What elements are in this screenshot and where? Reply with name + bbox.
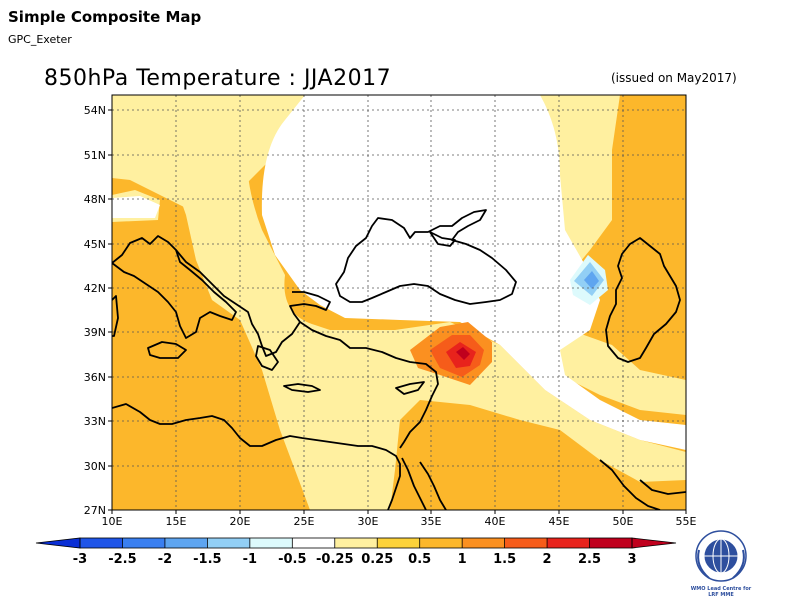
colorbar-arrow-left (35, 537, 81, 549)
lat-label: 45N (84, 238, 106, 251)
persian-gulf-east (639, 479, 686, 495)
lat-label: 36N (84, 371, 106, 384)
lat-label: 51N (84, 149, 106, 162)
map-title: 850hPa Temperature : JJA2017 (44, 66, 392, 91)
colorbar: -3 -2.5 -2 -1.5 -1 -0.5 -0.25 0.25 0.5 1 1.5 2 2.5 3 (35, 537, 677, 567)
caspian-coast (605, 237, 681, 363)
crete (283, 383, 321, 393)
italy-coast (112, 235, 237, 339)
turkey-levant-coast (299, 321, 439, 449)
anomaly-field (112, 95, 686, 510)
logo-line-2: LRF MME (708, 592, 734, 598)
colorbar-label: 1 (458, 552, 467, 567)
colorbar-segment (504, 538, 548, 548)
lat-label: 33N (84, 415, 106, 428)
sicily (147, 341, 187, 359)
colorbar-label: -2.5 (108, 552, 136, 567)
colorbar-label: 1.5 (493, 552, 516, 567)
lon-label: 55E (676, 515, 697, 528)
field-hotspot-3 (456, 347, 470, 360)
colorbar-label: 0.25 (361, 552, 393, 567)
colorbar-segment (122, 538, 165, 548)
persian-gulf-coast (599, 459, 661, 510)
colorbar-segment (164, 538, 208, 548)
lat-label: 48N (84, 193, 106, 206)
sardinia (112, 295, 119, 337)
colorbar-segment (462, 538, 505, 548)
field-coldspot-1.5 (584, 271, 599, 289)
colorbar-segment (207, 538, 250, 548)
lat-label: 42N (84, 282, 106, 295)
lat-label: 27N (84, 504, 106, 517)
colorbar-segment (80, 538, 123, 548)
field-band-neutral (261, 95, 686, 450)
lat-labels: 54N 51N 48N 45N 42N 39N 36N 33N 30N 27N (84, 104, 106, 517)
cyprus (395, 381, 425, 395)
lat-label: 30N (84, 460, 106, 473)
colorbar-label: -1 (243, 552, 257, 567)
lon-label: 20E (230, 515, 251, 528)
page-subtitle: GPC_Exeter (8, 33, 72, 46)
colorbar-segment (334, 538, 378, 548)
map-frame (111, 94, 687, 511)
lon-label: 50E (613, 515, 634, 528)
colorbar-label: -0.25 (316, 552, 353, 567)
lon-label: 45E (549, 515, 570, 528)
colorbar-segment (292, 538, 335, 548)
colorbar-segment (419, 538, 463, 548)
issued-date: (issued on May2017) (611, 71, 737, 85)
lon-label: 15E (166, 515, 187, 528)
field-band-0.5-1-east (605, 95, 686, 380)
colorbar-segment (249, 538, 293, 548)
lat-label: 54N (84, 104, 106, 117)
colorbar-label: 0.5 (408, 552, 431, 567)
black-sea-coast (335, 209, 517, 305)
coastlines (112, 209, 686, 510)
peloponnese (255, 345, 279, 371)
colorbar-label: 3 (627, 552, 636, 567)
lon-label: 10E (102, 515, 123, 528)
colorbar-segment (589, 538, 632, 548)
colorbar-label: 2 (543, 552, 552, 567)
colorbar-arrow-right (631, 537, 677, 549)
north-africa-coast (112, 403, 401, 510)
colorbar-label: -1.5 (193, 552, 221, 567)
field-band-0.25-0.5 (140, 95, 686, 510)
lon-labels: 10E 15E 20E 25E 30E 35E 40E 45E 50E 55E (102, 515, 697, 528)
lon-label: 30E (358, 515, 379, 528)
colorbar-label: 2.5 (578, 552, 601, 567)
crimea (429, 231, 456, 247)
logo-line-1: WMO Lead Centre for (691, 586, 752, 592)
axis-ticks (108, 109, 687, 514)
lon-label: 35E (421, 515, 442, 528)
gridlines (112, 95, 686, 510)
colorbar-label: -0.5 (278, 552, 306, 567)
red-sea-coast (401, 457, 427, 510)
balkans-coast (175, 249, 331, 357)
field-band-neutral-west (112, 196, 160, 218)
sinai-coast (419, 461, 447, 510)
lon-label: 40E (485, 515, 506, 528)
colorbar-label: -3 (73, 552, 87, 567)
colorbar-segment (377, 538, 420, 548)
page-title: Simple Composite Map (8, 8, 202, 26)
wmo-logo: WMO Lead Centre for LRF MME (691, 530, 752, 598)
lon-label: 25E (294, 515, 315, 528)
colorbar-label: -2 (158, 552, 172, 567)
colorbar-segment (547, 538, 590, 548)
lat-label: 39N (84, 326, 106, 339)
